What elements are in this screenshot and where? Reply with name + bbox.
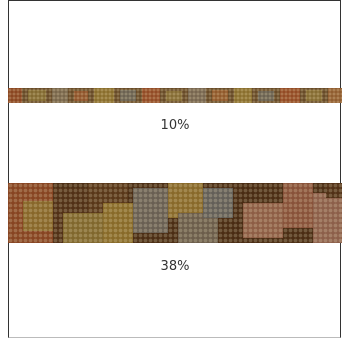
strip-label: 10%: [160, 118, 190, 133]
bead-strip-small: [8, 88, 342, 103]
bead-strip-large: [8, 183, 342, 243]
frame: [8, 0, 341, 338]
strip-label: 38%: [160, 259, 190, 274]
